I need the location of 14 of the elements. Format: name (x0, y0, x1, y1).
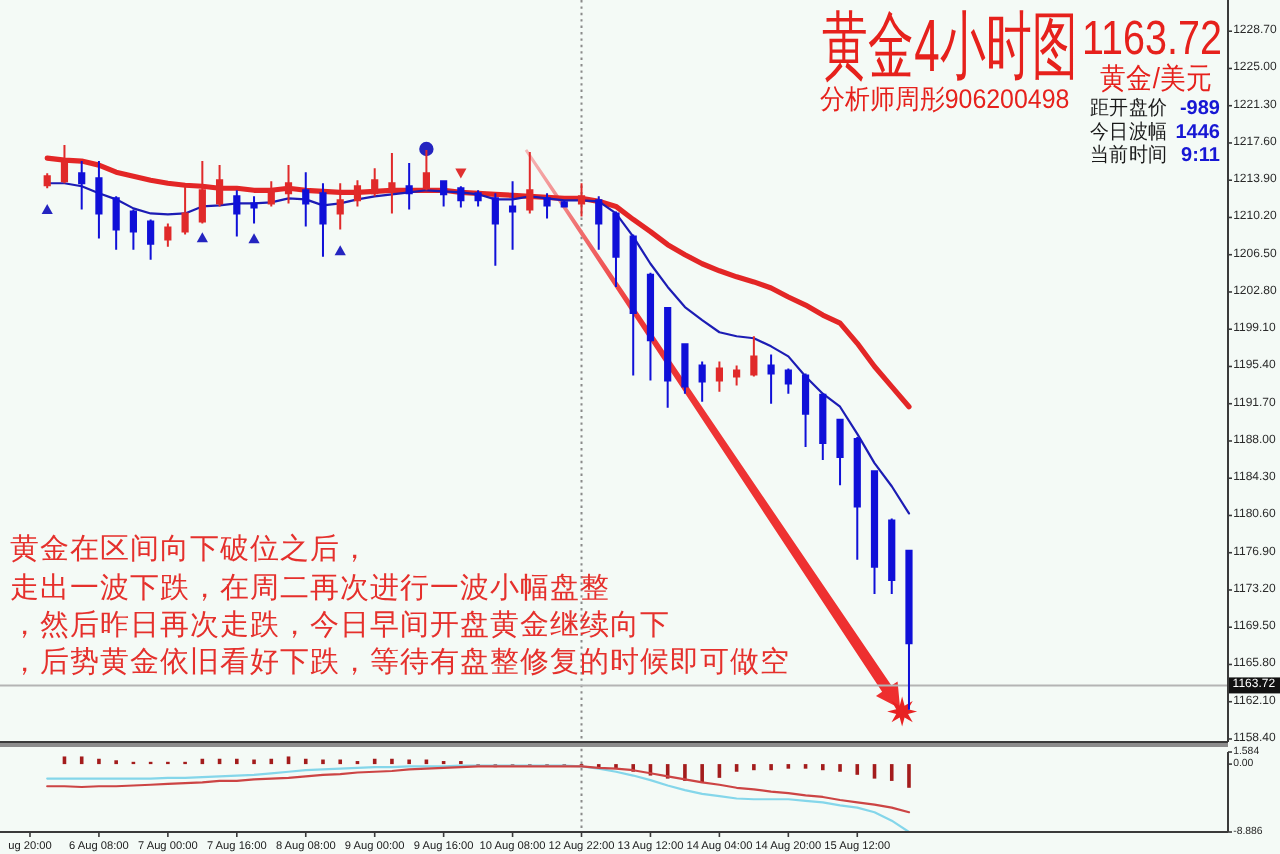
text: 当前时间 (1090, 142, 1168, 168)
annotation: ，后势黄金依旧看好下跌，等待有盘整修复的时候即可做空 (10, 645, 790, 679)
annotation: ，然后昨日再次走跌，今日早间开盘黄金继续向下 (10, 608, 670, 642)
annotation: 走出一波下跌，在周二再次进行一波小幅盘整 (10, 571, 610, 605)
text: 1446 (1175, 121, 1221, 144)
text: 9:11 (1181, 145, 1221, 168)
text: 1163.72 (1082, 10, 1222, 65)
text: 黄金/美元 (1100, 62, 1213, 95)
annotation: 黄金在区间向下破位之后， (10, 532, 370, 566)
text: 今日波幅 (1090, 119, 1168, 144)
chart-title: 黄金4小时图 (822, 3, 1078, 88)
text: 分析师周彤906200498 (820, 83, 1070, 115)
text: 距开盘价 (1090, 95, 1168, 121)
text: -989 (1179, 98, 1221, 120)
